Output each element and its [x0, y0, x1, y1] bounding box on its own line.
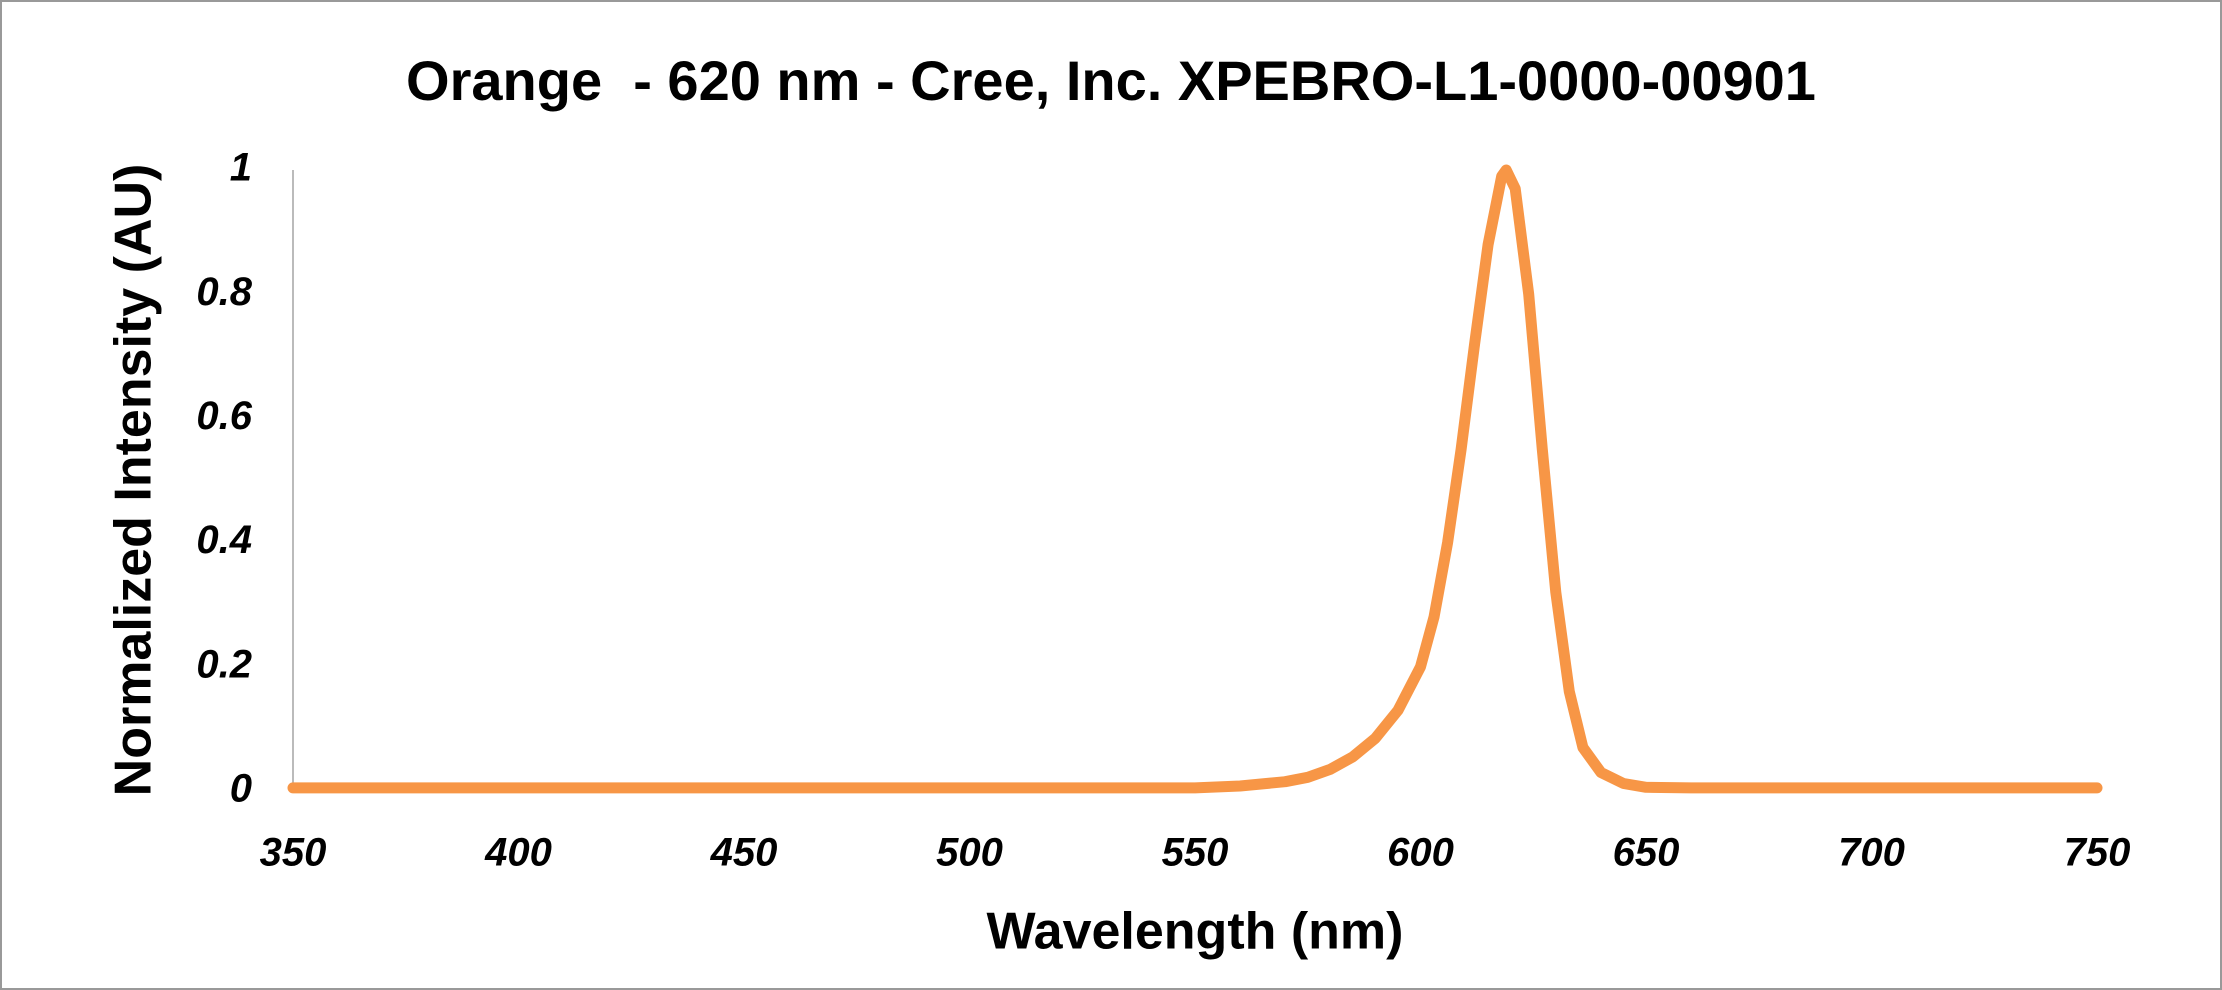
x-axis-label: Wavelength (nm)	[987, 903, 1404, 961]
y-tick-label: 0	[230, 767, 252, 811]
x-tick-label: 700	[1838, 831, 1905, 875]
data-line	[287, 164, 2103, 794]
x-tick-label: 750	[2064, 831, 2131, 875]
x-tick-label: 450	[710, 831, 778, 875]
y-axis-label: Normalized Intensity (AU)	[105, 164, 163, 797]
chart-title: Orange - 620 nm - Cree, Inc. XPEBRO-L1-0…	[406, 49, 1816, 112]
y-tick-label: 0.8	[196, 270, 252, 314]
y-tick-label: 1	[230, 146, 252, 190]
x-tick-label: 600	[1387, 831, 1454, 875]
x-tick-label: 350	[260, 831, 327, 875]
y-tick-label: 0.2	[196, 642, 252, 686]
x-tick-label: 400	[484, 831, 552, 875]
x-tick-label: 650	[1613, 831, 1680, 875]
y-tick-label: 0.6	[196, 394, 252, 438]
x-tick-label: 550	[1162, 831, 1229, 875]
y-tick-label: 0.4	[196, 518, 252, 562]
x-tick-label: 500	[936, 831, 1003, 875]
